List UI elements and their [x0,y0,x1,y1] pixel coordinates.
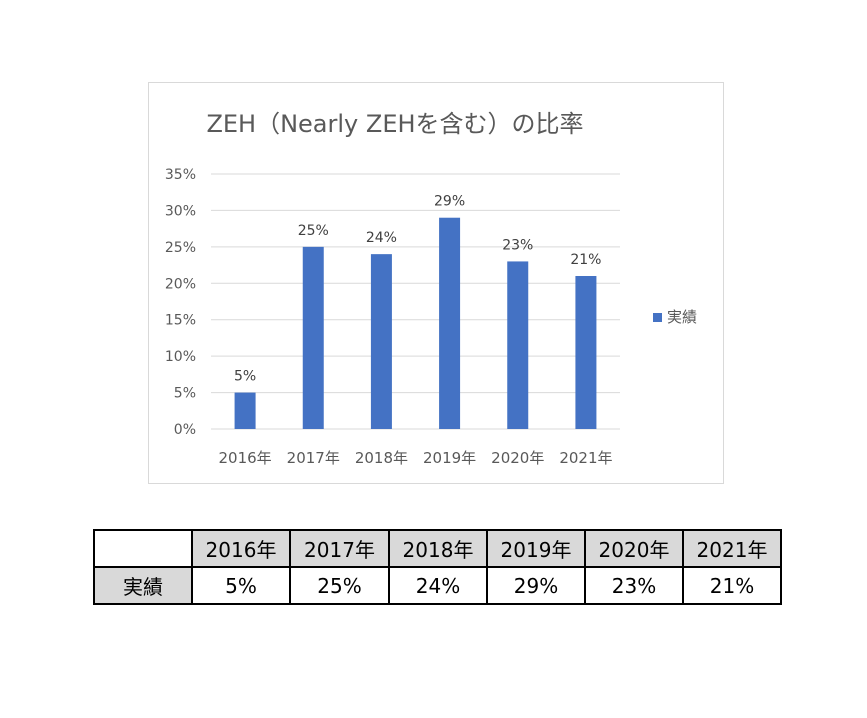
bar [302,246,324,429]
chart-frame: ZEH（Nearly ZEHを含む）の比率 0% 5% 10% 15% 20% 25% 30%… [148,82,724,484]
y-tick-label: 20% [165,276,196,292]
table-cell: 5% [191,566,291,605]
bar [439,217,461,429]
x-tick-label: 2018年 [355,449,408,467]
table-header-row: 2016年 2017年 2018年 2019年 2020年 2021年 [93,529,782,568]
bar [234,392,256,429]
table-header-cell: 2018年 [388,529,488,568]
legend-label: 実績 [667,308,697,326]
y-tick-label: 25% [165,240,196,256]
y-tick-label: 15% [165,313,196,329]
data-label: 5% [234,369,256,385]
table-cell: 24% [388,566,488,605]
y-tick-label: 0% [174,422,196,438]
table-row-label: 実績 [93,566,193,605]
bar [575,276,597,429]
y-tick-label: 30% [165,203,196,219]
table-header-cell: 2019年 [486,529,586,568]
y-tick-label: 35% [165,167,196,183]
bar-chart: ZEH（Nearly ZEHを含む）の比率 0% 5% 10% 15% 20% 25% 30%… [165,110,697,467]
legend-swatch [653,313,662,322]
table-header-cell: 2021年 [682,529,782,568]
data-table: 2016年 2017年 2018年 2019年 2020年 2021年 実績 5… [93,529,782,605]
x-tick-label: 2021年 [559,449,612,467]
x-tick-label: 2017年 [287,449,340,467]
table-cell: 25% [289,566,390,605]
chart-title: ZEH（Nearly ZEHを含む）の比率 [206,110,583,138]
x-tick-label: 2019年 [423,449,476,467]
table-header-cell: 2017年 [289,529,390,568]
table-header-cell: 2020年 [584,529,684,568]
data-label: 25% [298,223,329,239]
y-tick-label: 10% [165,349,196,365]
table-row: 実績 5% 25% 24% 29% 23% 21% [93,566,782,605]
table-cell: 23% [584,566,684,605]
x-tick-label: 2020年 [491,449,544,467]
table-header-cell: 2016年 [191,529,291,568]
table-header-cell [93,529,193,568]
data-label: 29% [434,194,465,210]
data-label: 24% [366,230,397,246]
bar [507,261,529,429]
bar [370,254,392,429]
table-cell: 21% [682,566,782,605]
x-tick-label: 2016年 [218,449,271,467]
data-label: 23% [502,237,533,253]
data-label: 21% [570,252,601,268]
table-cell: 29% [486,566,586,605]
y-tick-label: 5% [174,386,196,402]
